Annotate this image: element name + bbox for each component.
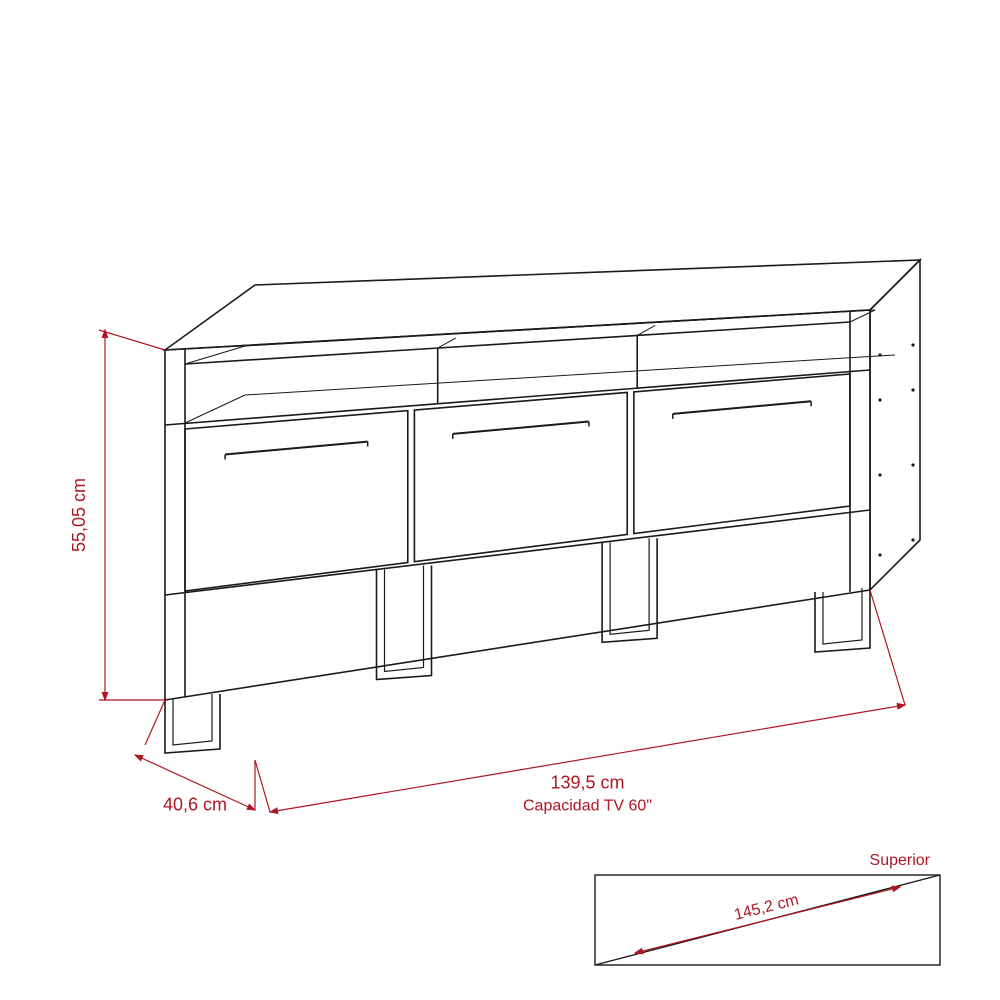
dim-diagonal-label: 145,2 cm <box>732 891 800 923</box>
dim-height-label: 55,05 cm <box>69 478 89 552</box>
dim-width-label: 139,5 cm <box>550 773 624 793</box>
superior-inset: Superior 145,2 cm <box>595 852 940 965</box>
dim-capacity-label: Capacidad TV 60" <box>523 798 652 815</box>
dim-depth-label: 40,6 cm <box>163 795 227 815</box>
superior-label: Superior <box>870 852 931 869</box>
dimension-diagram: 55,05 cm 40,6 cm 139,5 cm Capacidad TV 60" S… <box>0 0 1000 1000</box>
